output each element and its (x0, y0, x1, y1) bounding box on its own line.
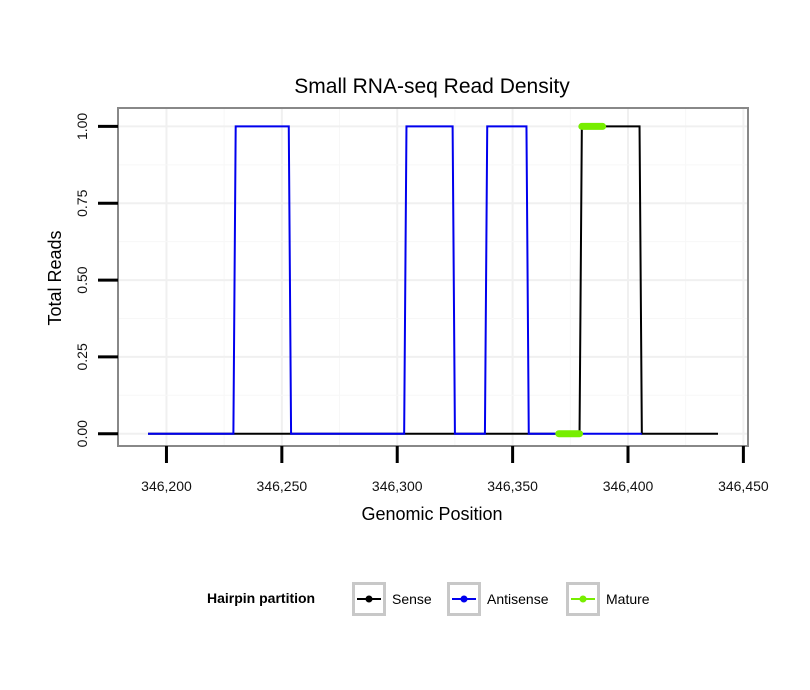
legend-label-sense: Sense (392, 591, 432, 607)
x-tick-label: 346,250 (257, 478, 308, 494)
y-tick-label: 0.75 (74, 189, 90, 216)
chart-title: Small RNA-seq Read Density (294, 75, 570, 98)
y-tick-label: 0.25 (74, 343, 90, 370)
legend-dot-mature (579, 595, 587, 603)
x-tick-label: 346,450 (718, 478, 769, 494)
x-tick-label: 346,400 (603, 478, 654, 494)
y-tick-label: 0.00 (74, 420, 90, 447)
legend-label-mature: Mature (606, 591, 650, 607)
legend-items: Sense Antisense Mature (352, 582, 650, 616)
grid-lines (119, 109, 747, 445)
x-tick-label: 346,350 (487, 478, 538, 494)
sense-series-line (148, 125, 718, 435)
legend: Hairpin partition Sense Antisense Mature (207, 582, 650, 616)
x-axis-title: Genomic Position (361, 504, 502, 524)
legend-label-antisense: Antisense (487, 591, 549, 607)
y-axis-title: Total Reads (45, 230, 65, 325)
series-layer (148, 122, 718, 438)
axes: 346,200 346,250 346,300 346,350 346,400 346,4… (74, 113, 769, 494)
y-tick-label: 0.50 (74, 266, 90, 293)
antisense-series-line (148, 125, 642, 435)
x-tick-label: 346,200 (141, 478, 192, 494)
legend-dot-sense (365, 595, 373, 603)
y-tick-label: 1.00 (74, 113, 90, 140)
legend-dot-antisense (460, 595, 468, 603)
plot-panel (117, 107, 749, 447)
legend-title: Hairpin partition (207, 590, 315, 606)
x-tick-label: 346,300 (372, 478, 423, 494)
